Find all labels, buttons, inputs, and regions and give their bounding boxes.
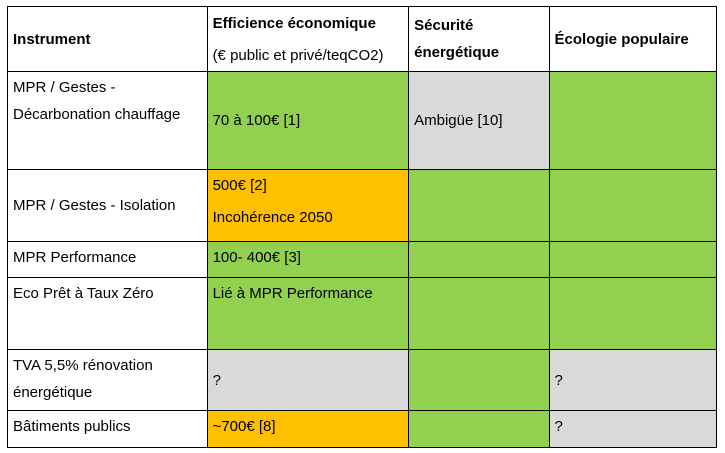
securite-cell (408, 349, 550, 411)
ecologie-cell: ? (548, 410, 718, 448)
securite-cell (408, 169, 550, 242)
header-efficience: Efficience économique (€ public et privé… (206, 6, 410, 72)
instrument-cell: Eco Prêt à Taux Zéro (7, 277, 208, 350)
efficience-cell: ? (206, 349, 410, 411)
ecologie-cell (548, 169, 718, 242)
securite-cell (408, 241, 550, 278)
instrument-cell: Bâtiments publics (7, 410, 208, 448)
efficience-cell: 100- 400€ [3] (206, 241, 410, 278)
table-row: Bâtiments publics ~700€ [8] ? (7, 410, 718, 448)
instrument-cell: MPR Performance (7, 241, 208, 278)
securite-cell (408, 277, 550, 350)
table-row: MPR / Gestes - Décarbonation chauffage 7… (7, 71, 718, 170)
header-instrument: Instrument (7, 6, 208, 72)
instrument-cell: TVA 5,5% rénovation énergétique (7, 349, 208, 411)
efficience-cell: Lié à MPR Performance (206, 277, 410, 350)
header-ecologie: Écologie populaire (548, 6, 718, 72)
efficience-line-1: 500€ [2] (212, 177, 267, 194)
header-efficience-title: Efficience économique (212, 14, 376, 32)
table-row: Eco Prêt à Taux Zéro Lié à MPR Performan… (7, 277, 718, 350)
efficience-cell: 70 à 100€ [1] (206, 71, 410, 170)
table-header-row: Instrument Efficience économique (€ publ… (7, 6, 718, 72)
securite-cell: Ambigüe [10] (408, 71, 550, 170)
securite-cell (408, 410, 550, 448)
efficience-cell: 500€ [2] Incohérence 2050 (206, 169, 410, 242)
header-securite: Sécurité énergétique (408, 6, 550, 72)
instrument-cell: MPR / Gestes - Décarbonation chauffage (7, 71, 208, 170)
efficience-line-2: Incohérence 2050 (212, 209, 333, 226)
ecologie-cell (548, 277, 718, 350)
ecologie-cell (548, 241, 718, 278)
ecologie-cell (548, 71, 718, 170)
ecologie-cell: ? (548, 349, 718, 411)
header-efficience-subtitle: (€ public et privé/teqCO2) (212, 46, 384, 64)
table-row: TVA 5,5% rénovation énergétique ? ? (7, 349, 718, 411)
renovation-instruments-table: Instrument Efficience économique (€ publ… (7, 6, 718, 448)
table-row: MPR Performance 100- 400€ [3] (7, 241, 718, 278)
instrument-cell: MPR / Gestes - Isolation (7, 169, 208, 242)
table-row: MPR / Gestes - Isolation 500€ [2] Incohé… (7, 169, 718, 242)
efficience-cell: ~700€ [8] (206, 410, 410, 448)
